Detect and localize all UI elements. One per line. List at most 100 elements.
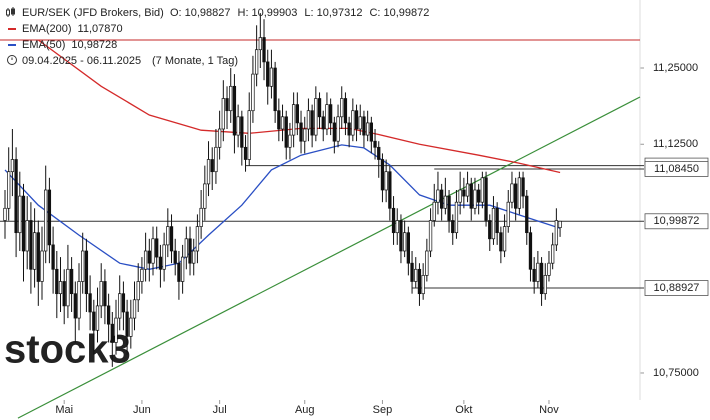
candle-body [514, 183, 518, 209]
candle-body [247, 110, 251, 160]
candle-body [277, 110, 281, 130]
legend-name: EMA(200) [22, 23, 72, 35]
ohlc-key: L: [304, 7, 313, 19]
candle-body [199, 207, 203, 227]
x-tick-label: Jul [213, 404, 227, 416]
y-tick-label: 11,12500 [653, 138, 698, 150]
legend-value: 11,07870 [78, 23, 123, 35]
candle-body [558, 220, 562, 228]
candle-body [258, 37, 262, 51]
candle-body [225, 98, 229, 112]
x-tick-label: Aug [295, 404, 315, 416]
candle-body [358, 116, 362, 130]
candle-body [147, 250, 151, 264]
candle-body [140, 268, 144, 282]
candle-body [303, 128, 307, 142]
candle-body [66, 268, 70, 307]
candle-body [417, 268, 422, 295]
period: (7 Monate, 1 Tag) [152, 55, 238, 67]
candle-body [380, 159, 385, 191]
candle-body [443, 195, 448, 209]
candle-body [132, 299, 137, 319]
candle-body [484, 177, 488, 221]
candle-body [217, 128, 222, 148]
candle-body [51, 244, 55, 270]
candle-body [73, 293, 77, 319]
level-label-box [644, 161, 709, 177]
header: EUR/SEK (JFD Brokers, Bid) 09.04.2025 - … [6, 7, 429, 67]
candle-body [521, 177, 525, 197]
candle-body [310, 110, 314, 136]
candle-body [473, 189, 477, 209]
candle-body [32, 232, 37, 270]
x-tick-label: Nov [539, 404, 559, 416]
trendline [17, 96, 641, 419]
candle-body [295, 104, 299, 124]
x-tick-label: Sep [373, 404, 393, 416]
level-label: 10,88927 [654, 282, 700, 294]
candle-body [436, 189, 440, 203]
level-label-box [644, 280, 709, 296]
candle-body [7, 171, 11, 209]
candle-body [499, 232, 503, 252]
candle-body [81, 250, 85, 282]
ema-line [37, 39, 561, 174]
candle-body [92, 311, 96, 331]
x-tick-label: Okt [455, 404, 472, 416]
candle-body [462, 189, 466, 197]
candle-body [236, 116, 240, 136]
candle-body [365, 122, 370, 136]
watermark: stock3 [4, 328, 131, 372]
candle-body [155, 238, 159, 258]
candle-body [18, 195, 22, 234]
candle-body [173, 250, 177, 264]
candle-body [55, 268, 59, 295]
candle-body [425, 250, 429, 276]
candle-body [232, 85, 237, 136]
candle-body [273, 67, 277, 112]
candle-body [547, 262, 551, 276]
candle-body [317, 98, 322, 118]
candle-body [458, 189, 462, 203]
ohlc-key: H: [238, 7, 249, 19]
y-tick-label: 11,25000 [653, 62, 698, 74]
candle-body [543, 275, 547, 295]
candle-body [432, 201, 436, 221]
candle-body [29, 220, 33, 270]
date-range: 09.04.2025 - 06.11.2025 [22, 55, 141, 67]
candle-body [136, 281, 140, 301]
candle-body [528, 232, 533, 270]
candle-body [10, 159, 15, 173]
candle-body [99, 281, 103, 307]
candle-body [221, 98, 225, 130]
candle-body [351, 110, 355, 136]
candle-body [480, 177, 485, 203]
candle-body [121, 293, 126, 313]
candle-body [114, 317, 118, 343]
candle-body [362, 116, 366, 136]
candle-body [447, 195, 451, 221]
candle-body [77, 281, 81, 319]
candle-body [40, 250, 44, 282]
candle-body [25, 220, 29, 252]
candle-body [539, 262, 544, 295]
candle-body [280, 116, 285, 130]
candle-body [158, 256, 163, 270]
candle-body [384, 171, 388, 191]
candle-body [340, 98, 344, 118]
candle-body [488, 220, 492, 240]
candle-body [229, 85, 233, 112]
candle-body [406, 232, 410, 264]
y-tick-label: 10,75000 [653, 367, 699, 379]
candle-body [517, 177, 522, 209]
candle-body [169, 226, 174, 252]
ohlc-value: 10,99903 [252, 7, 298, 19]
candle-body [210, 159, 214, 173]
candle-body [551, 244, 555, 264]
candle-body [240, 116, 244, 148]
legend-name: EMA(50) [22, 39, 65, 51]
candle-body [106, 305, 111, 325]
candle-body [536, 262, 540, 282]
